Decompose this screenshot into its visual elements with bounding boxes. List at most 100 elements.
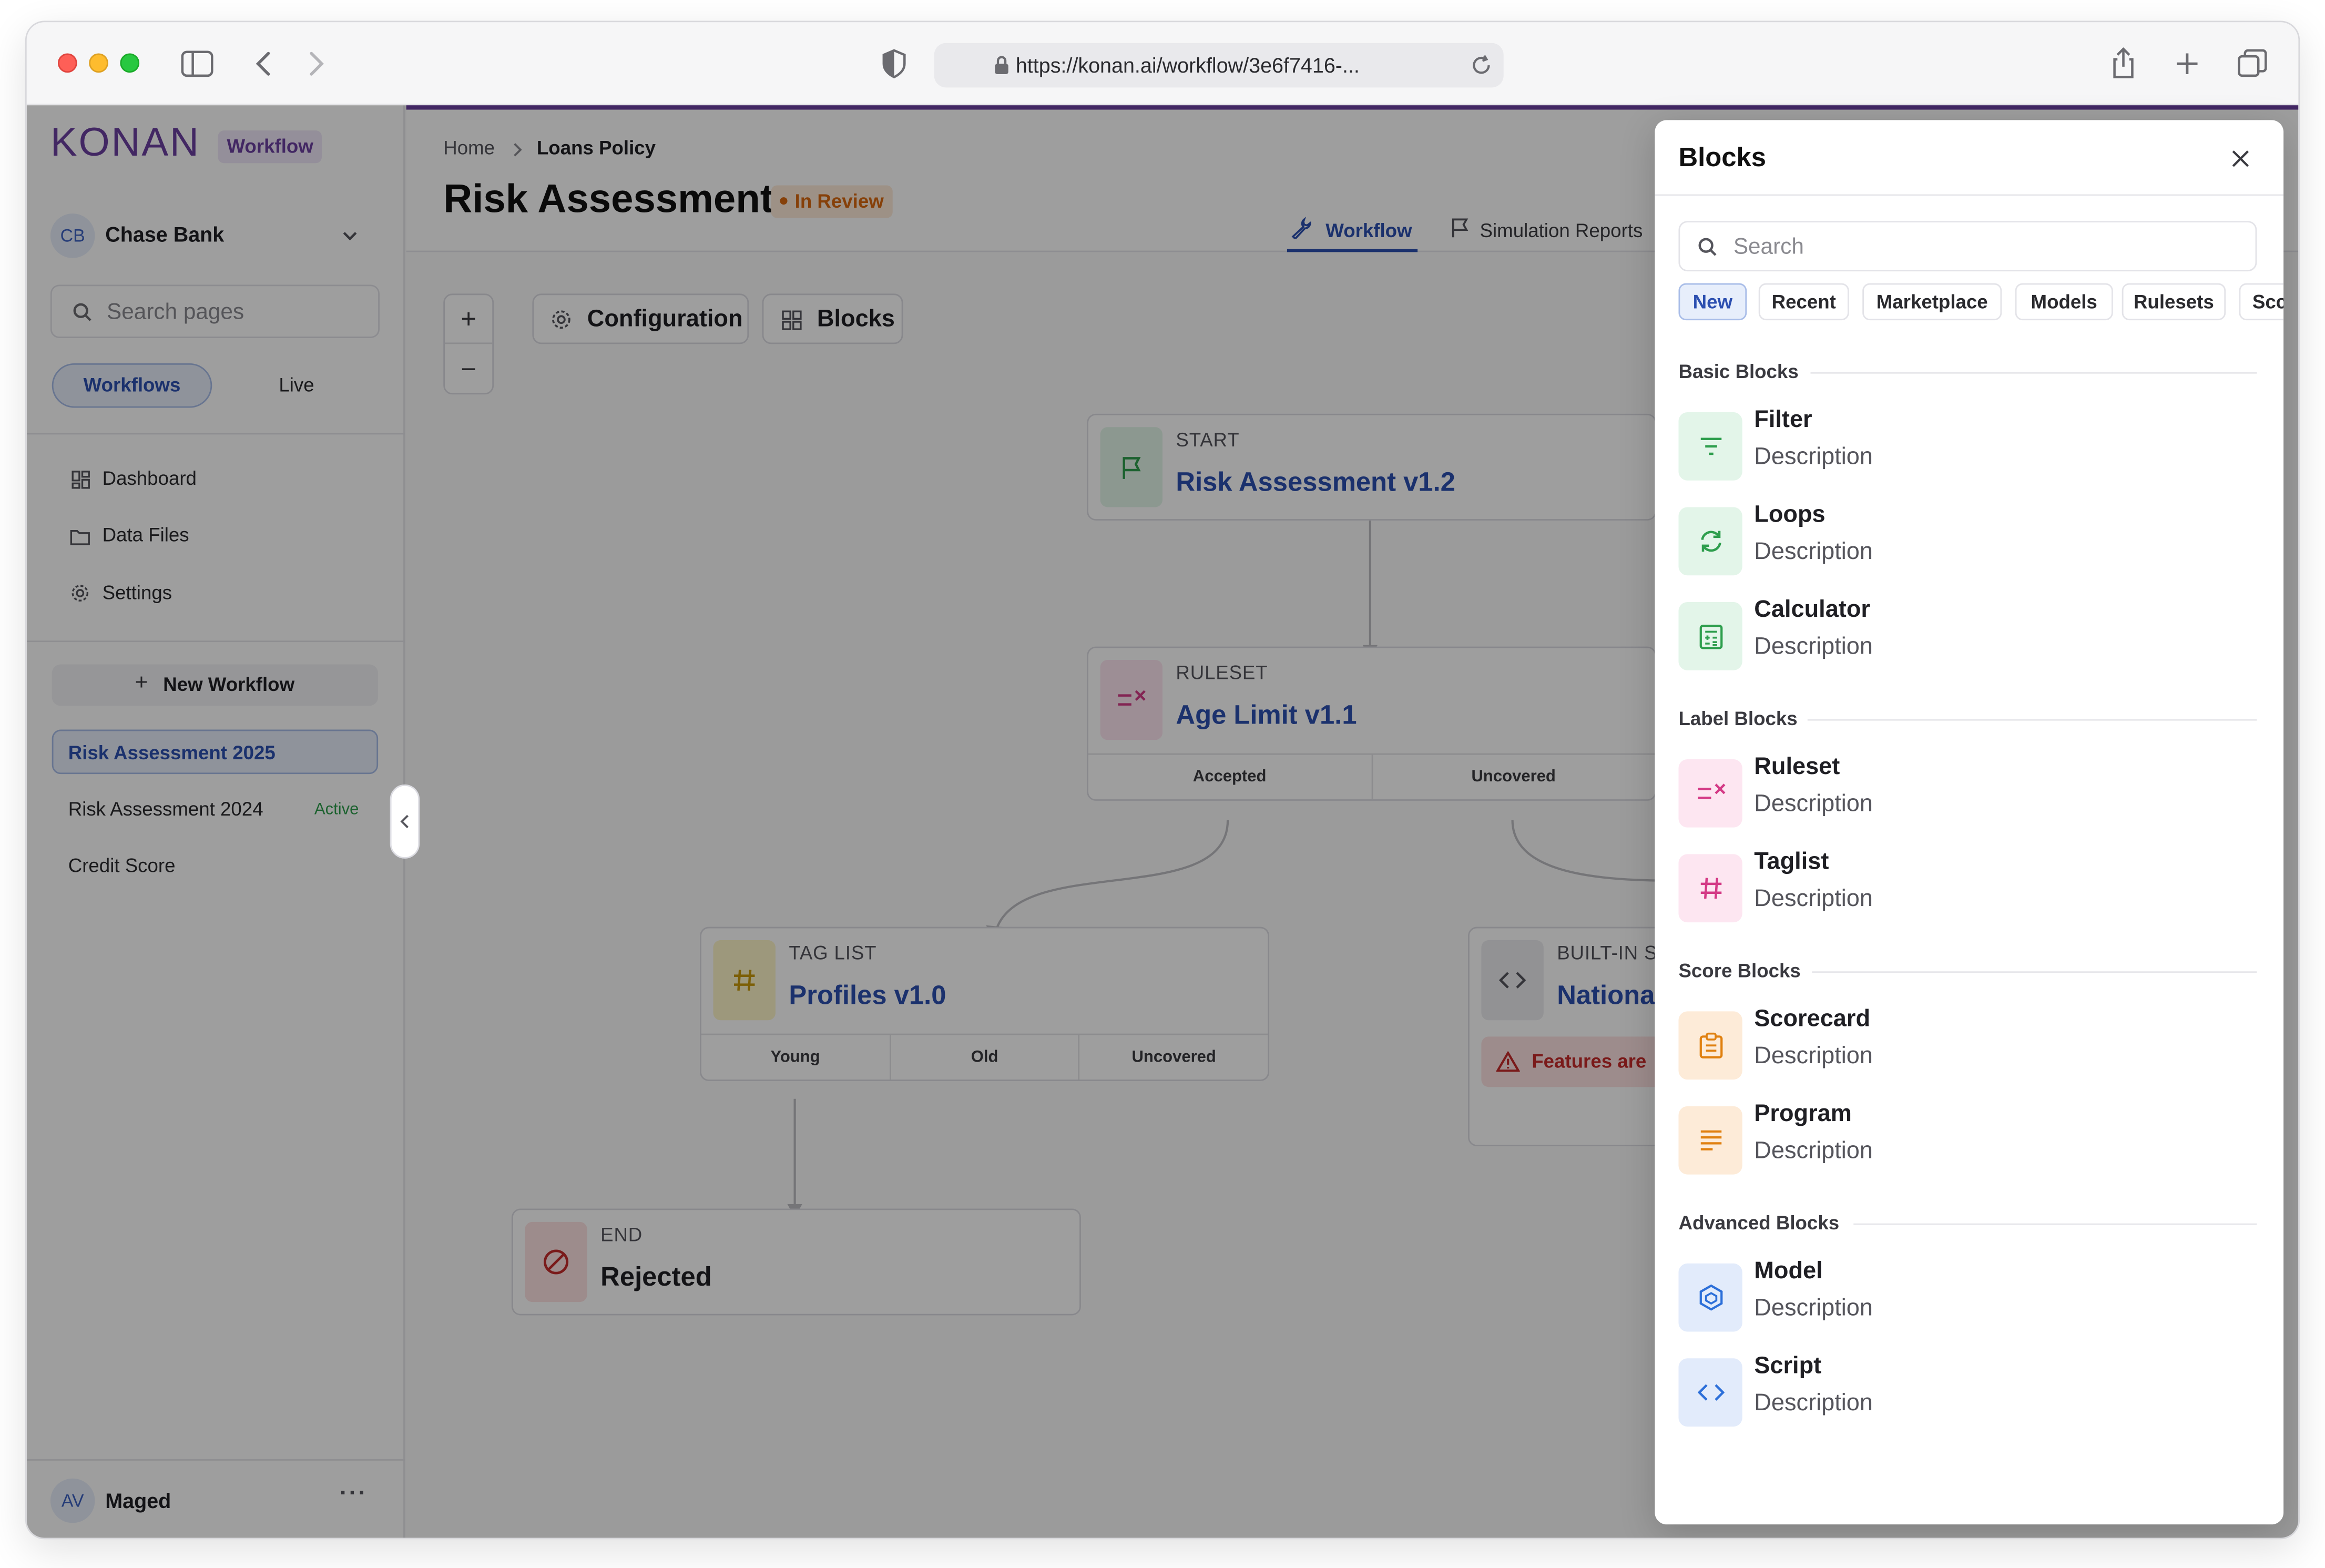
section-title: Basic Blocks (1678, 360, 1799, 383)
block-filter[interactable]: Filter Description (1678, 408, 2257, 481)
hash-icon (713, 940, 776, 1021)
block-description: Description (1754, 791, 1873, 817)
block-taglist[interactable]: Taglist Description (1678, 850, 2257, 923)
block-name: Script (1754, 1353, 1822, 1379)
dashboard-icon (71, 470, 90, 497)
zoom-in-button[interactable]: + (445, 295, 493, 344)
breadcrumb-loans-policy[interactable]: Loans Policy (536, 136, 656, 159)
more-icon[interactable]: ··· (339, 1481, 368, 1507)
org-switcher[interactable]: CB Chase Bank (50, 212, 383, 259)
section-title: Score Blocks (1678, 959, 1801, 982)
shield-icon[interactable] (875, 45, 913, 83)
tab-workflows[interactable]: Workflows (52, 363, 212, 408)
filter-scc[interactable]: Scc (2239, 283, 2284, 321)
block-program[interactable]: Program Description (1678, 1102, 2257, 1175)
block-description: Description (1754, 1138, 1873, 1164)
taglist-node[interactable]: TAG LIST Profiles v1.0 Young Old Uncover… (700, 926, 1270, 1081)
workflow-item-credit-score[interactable]: Credit Score (52, 844, 378, 889)
start-node[interactable]: START Risk Assessment v1.2 (1087, 413, 1657, 521)
ban-icon (525, 1221, 587, 1302)
configuration-button[interactable]: Configuration (532, 293, 749, 344)
output-young[interactable]: Young (701, 1035, 891, 1080)
sidebar-item-data-files[interactable]: Data Files (68, 522, 380, 552)
divider (26, 1459, 405, 1461)
tab-live[interactable]: Live (279, 373, 314, 396)
filter-recent[interactable]: Recent (1758, 283, 1849, 321)
section-divider (1853, 1223, 2257, 1225)
clipboard-icon (1678, 1011, 1742, 1080)
new-tab-icon[interactable] (2168, 45, 2206, 83)
lines-icon (1678, 1106, 1742, 1175)
breadcrumb-home[interactable]: Home (443, 136, 495, 159)
org-name: Chase Bank (105, 222, 225, 247)
block-calculator[interactable]: Calculator Description (1678, 598, 2257, 670)
output-accepted[interactable]: Accepted (1088, 755, 1373, 800)
search-pages-input[interactable]: Search pages (50, 284, 380, 339)
folder-icon (70, 526, 90, 553)
chevron-right-icon (512, 139, 524, 161)
node-kind: END (600, 1223, 643, 1246)
workflow-item-risk-assessment-2024[interactable]: Risk Assessment 2024 Active (52, 788, 378, 832)
reload-icon[interactable] (1471, 55, 1492, 80)
block-scorecard[interactable]: Scorecard Description (1678, 1007, 2257, 1080)
node-title: Age Limit v1.1 (1176, 700, 1357, 730)
ruleset-icon (1678, 759, 1742, 828)
block-name: Program (1754, 1102, 1852, 1127)
workflow-item-risk-assessment-2025[interactable]: Risk Assessment 2025 (52, 729, 379, 775)
output-uncovered[interactable]: Uncovered (1131, 1048, 1216, 1066)
gear-icon (70, 583, 90, 611)
ruleset-node[interactable]: RULESET Age Limit v1.1 Accepted Uncovere… (1087, 646, 1657, 801)
konan-logo[interactable]: KONAN (50, 120, 200, 165)
zoom-window-button[interactable] (120, 53, 140, 73)
block-model[interactable]: Model Description (1678, 1259, 2257, 1332)
block-name: Ruleset (1754, 755, 1840, 780)
blocks-button[interactable]: Blocks (762, 293, 903, 344)
back-icon[interactable] (244, 45, 283, 83)
lock-icon (994, 55, 1010, 80)
grid-icon (781, 310, 802, 338)
end-node[interactable]: END Rejected (511, 1208, 1081, 1316)
block-name: Model (1754, 1259, 1823, 1285)
tab-simulation-reports[interactable]: Simulation Reports (1447, 210, 1670, 252)
section-divider (1812, 971, 2257, 973)
block-script[interactable]: Script Description (1678, 1354, 2257, 1427)
share-icon[interactable] (2104, 45, 2143, 83)
block-name: Scorecard (1754, 1006, 1871, 1032)
code-icon (1481, 940, 1544, 1021)
blocks-search-input[interactable]: Search (1678, 221, 2257, 272)
block-loops[interactable]: Loops Description (1678, 503, 2257, 576)
block-description: Description (1754, 887, 1873, 912)
minimize-window-button[interactable] (89, 53, 108, 73)
browser-toolbar: https://konan.ai/workflow/3e6f7416-... (26, 22, 2299, 106)
forward-icon[interactable] (297, 45, 335, 83)
filter-new[interactable]: New (1678, 283, 1747, 321)
block-ruleset[interactable]: Ruleset Description (1678, 755, 2257, 828)
zoom-out-button[interactable]: − (461, 354, 476, 384)
sidebar-toggle-icon[interactable] (178, 45, 216, 83)
flag-icon (1450, 218, 1470, 247)
section-title: Label Blocks (1678, 707, 1798, 730)
product-badge: Workflow (218, 130, 322, 164)
filter-rulesets[interactable]: Rulesets (2122, 283, 2226, 321)
divider (26, 433, 405, 435)
filter-marketplace[interactable]: Marketplace (1862, 283, 2002, 321)
user-menu[interactable]: AV Maged ··· (50, 1478, 383, 1523)
address-bar[interactable]: https://konan.ai/workflow/3e6f7416-... (934, 43, 1504, 88)
sidebar-item-settings[interactable]: Settings (68, 580, 380, 609)
blocks-label: Blocks (817, 307, 895, 332)
output-uncovered[interactable]: Uncovered (1471, 768, 1556, 786)
output-old[interactable]: Old (891, 1035, 1080, 1080)
block-description: Description (1754, 445, 1873, 471)
tab-workflow[interactable]: Workflow (1287, 210, 1418, 252)
zoom-controls: + − (443, 293, 494, 395)
tabs-icon[interactable] (2233, 45, 2271, 83)
search-pages-placeholder: Search pages (107, 299, 244, 325)
filter-icon (1678, 412, 1742, 481)
blocks-panel: Blocks Search New Recent Marketplace Mod… (1655, 120, 2284, 1525)
sidebar-item-dashboard[interactable]: Dashboard (68, 466, 380, 495)
new-workflow-button[interactable]: + New Workflow (52, 664, 379, 706)
filter-models[interactable]: Models (2015, 283, 2113, 321)
collapse-sidebar-button[interactable] (390, 784, 420, 859)
close-icon[interactable] (2231, 148, 2249, 175)
close-window-button[interactable] (57, 53, 77, 73)
